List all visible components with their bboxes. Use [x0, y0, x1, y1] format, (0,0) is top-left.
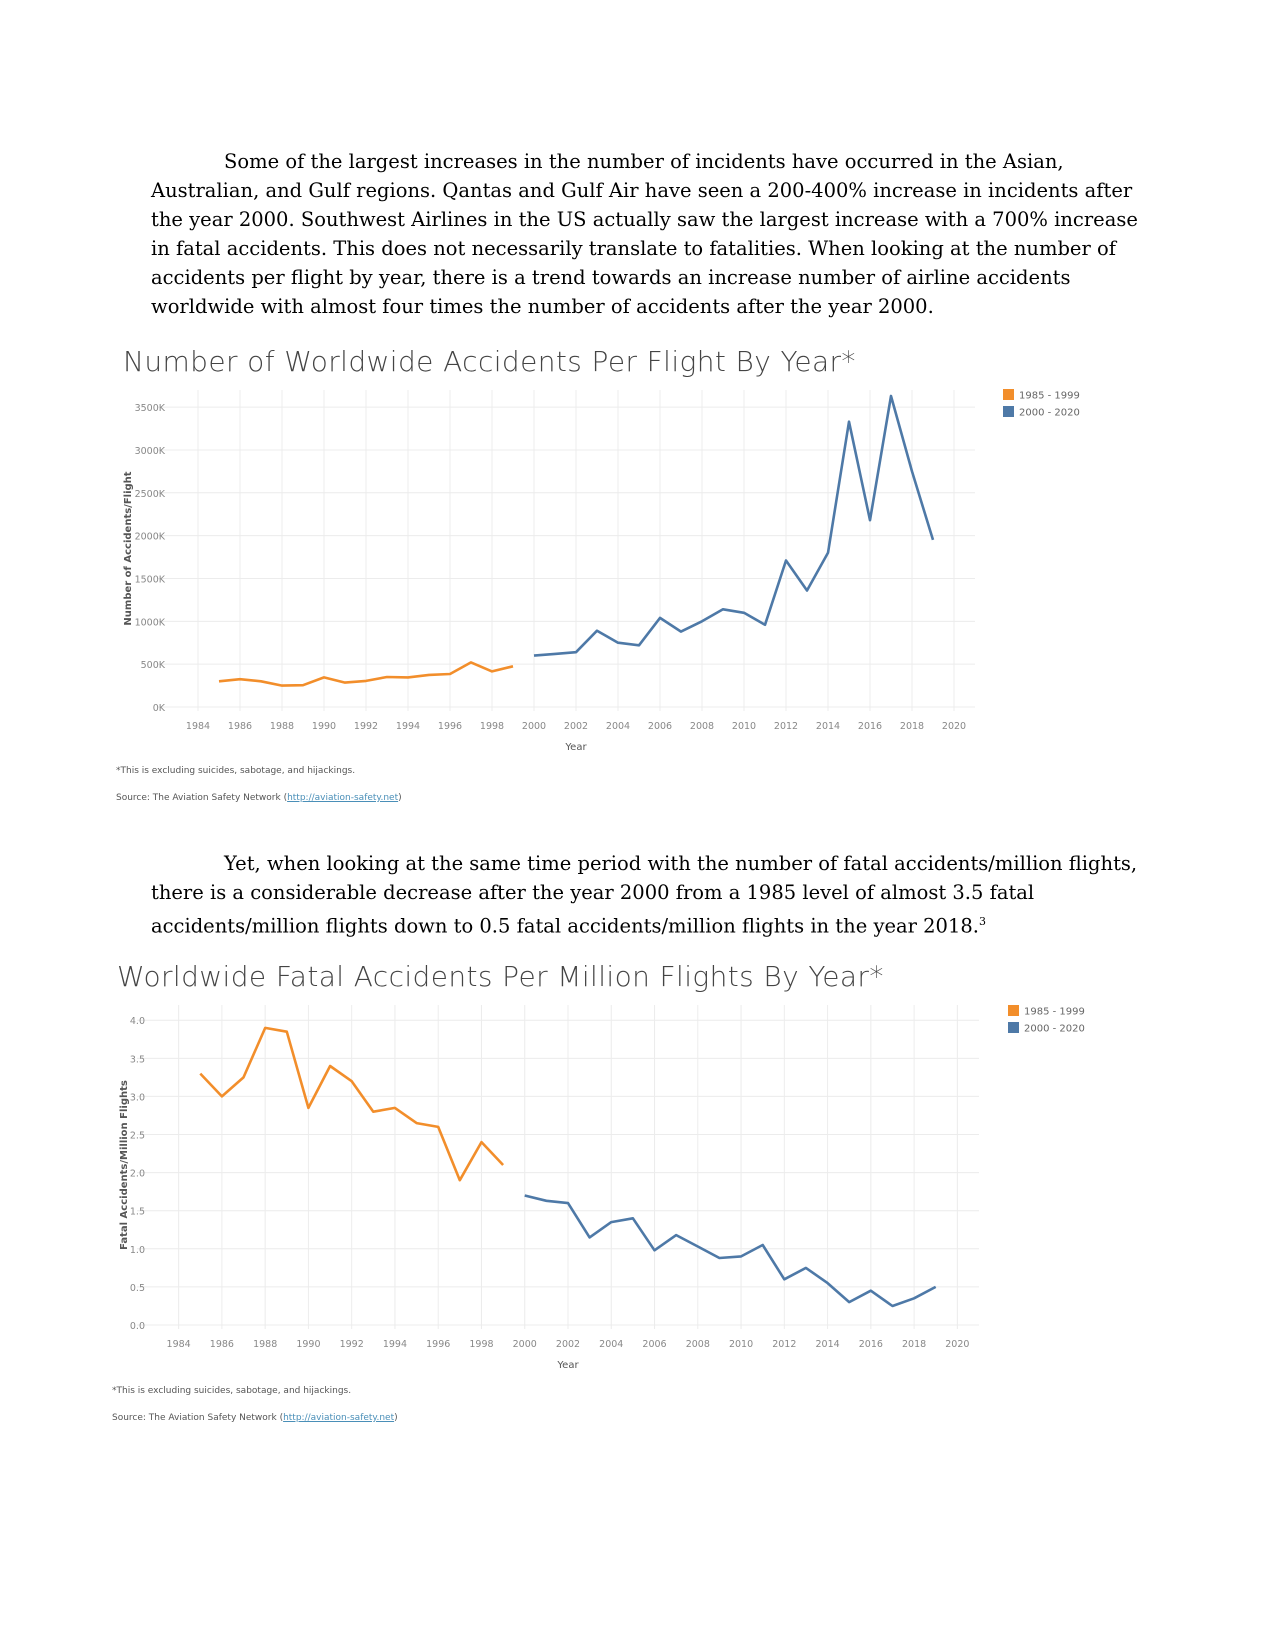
chart-2-y-tick-label: 2.5: [130, 1131, 145, 1142]
chart-1-y-tick-label: 1000K: [135, 617, 166, 628]
chart-2-x-tick-label: 1998: [469, 1339, 493, 1350]
chart-1-x-tick-label: 2000: [522, 721, 546, 732]
chart-1-x-tick-label: 2010: [732, 721, 756, 732]
chart-2-y-tick-label: 1.5: [130, 1207, 145, 1218]
paragraph-2: Yet, when looking at the same time perio…: [151, 849, 1151, 941]
chart-1-legend-swatch-1: [1003, 389, 1014, 400]
chart-2-source-prefix: Source: The Aviation Safety Network (: [112, 1413, 284, 1423]
chart-1-x-tick-label: 2006: [648, 721, 672, 732]
chart-2-x-tick-label: 2010: [729, 1339, 753, 1350]
chart-2-source-link[interactable]: http://aviation-safety.net: [283, 1413, 395, 1423]
chart-1-x-tick-label: 1992: [354, 721, 378, 732]
chart-1-title: Number of Worldwide Accidents Per Flight…: [123, 345, 856, 378]
chart-2-series-2-line: [524, 1194, 937, 1308]
chart-2-x-axis-title: Year: [556, 1360, 579, 1371]
chart-2-y-tick-label: 0.0: [130, 1321, 145, 1332]
chart-2-legend-label-1: 1985 - 1999: [1024, 1007, 1085, 1018]
chart-1-source-suffix: ): [398, 793, 402, 803]
chart-2-y-tick-label: 3.5: [130, 1054, 145, 1065]
chart-1-x-tick-label: 2002: [564, 721, 588, 732]
chart-1-source: Source: The Aviation Safety Network (htt…: [116, 793, 402, 803]
chart-2-x-tick-label: 1994: [383, 1339, 407, 1350]
chart-2-legend-label-2: 2000 - 2020: [1024, 1024, 1085, 1035]
chart-1-source-prefix: Source: The Aviation Safety Network (: [116, 793, 288, 803]
chart-1-legend-label-1: 1985 - 1999: [1019, 391, 1080, 402]
chart-1-y-tick-label: 1500K: [135, 574, 166, 585]
chart-2-x-tick-label: 1990: [296, 1339, 320, 1350]
paragraph-1: Some of the largest increases in the num…: [151, 147, 1151, 321]
paragraph-1-text: Some of the largest increases in the num…: [151, 150, 1138, 318]
chart-2-y-axis-title: Fatal Accidents/Million Flights: [119, 1080, 130, 1250]
chart-2-series-1-line: [199, 1026, 505, 1182]
chart-1-y-tick-label: 0K: [153, 703, 166, 714]
chart-2-x-tick-label: 2004: [599, 1339, 623, 1350]
chart-1-x-tick-label: 2012: [774, 721, 798, 732]
chart-1-y-tick-label: 3000K: [135, 446, 166, 457]
chart-2-x-tick-label: 2006: [642, 1339, 666, 1350]
chart-2-x-tick-label: 2016: [859, 1339, 883, 1350]
chart-2-x-tick-label: 1988: [253, 1339, 277, 1350]
chart-1-x-tick-label: 1986: [228, 721, 252, 732]
chart-1-x-tick-label: 1998: [480, 721, 504, 732]
chart-1-x-tick-label: 2014: [816, 721, 840, 732]
chart-2-y-tick-label: 0.5: [130, 1283, 145, 1294]
chart-1-x-tick-label: 2008: [690, 721, 714, 732]
chart-1-y-tick-label: 2500K: [135, 489, 166, 500]
chart-1-x-axis-title: Year: [564, 742, 587, 753]
chart-2-x-tick-label: 1992: [340, 1339, 364, 1350]
chart-2-x-tick-label: 2020: [945, 1339, 969, 1350]
chart-1-x-tick-label: 2004: [606, 721, 630, 732]
chart-1-x-tick-label: 1984: [186, 721, 210, 732]
chart-2-x-tick-label: 1986: [210, 1339, 234, 1350]
chart-1-y-tick-label: 2000K: [135, 532, 166, 543]
chart-1-legend-label-2: 2000 - 2020: [1019, 408, 1080, 419]
chart-1-source-link[interactable]: http://aviation-safety.net: [287, 793, 399, 803]
chart-2-note: *This is excluding suicides, sabotage, a…: [112, 1386, 352, 1396]
chart-1-x-tick-label: 1988: [270, 721, 294, 732]
chart-2-x-tick-label: 2000: [513, 1339, 537, 1350]
chart-1-y-axis-title: Number of Accidents/Flight: [123, 471, 134, 625]
chart-2-y-tick-label: 1.0: [130, 1245, 145, 1256]
chart-2: 1984 1986 1988 1990 1992 1994 1996 1998 2000 2002…: [119, 1005, 1085, 1371]
chart-2-y-tick-label: 3.0: [130, 1092, 145, 1103]
paragraph-2-text: Yet, when looking at the same time perio…: [151, 852, 1138, 938]
chart-1-y-tick-label: 500K: [141, 660, 166, 671]
chart-1-x-tick-label: 2016: [858, 721, 882, 732]
chart-2-x-tick-label: 2002: [556, 1339, 580, 1350]
chart-2-source: Source: The Aviation Safety Network (htt…: [112, 1413, 398, 1423]
chart-1-x-tick-label: 2020: [942, 721, 966, 732]
chart-2-x-tick-label: 1984: [167, 1339, 191, 1350]
chart-1-note: *This is excluding suicides, sabotage, a…: [116, 766, 356, 776]
chart-1-x-tick-label: 1996: [438, 721, 462, 732]
chart-2-x-tick-label: 2014: [815, 1339, 839, 1350]
chart-1-x-tick-label: 2018: [900, 721, 924, 732]
chart-2-legend-swatch-2: [1008, 1022, 1019, 1033]
chart-2-x-tick-label: 2018: [902, 1339, 926, 1350]
chart-2-y-tick-label: 2.0: [130, 1169, 145, 1180]
chart-1: 1984 1986 1988 1990 1992 1994 1996 1998 2000 2002…: [123, 389, 1080, 753]
footnote-ref: 3: [978, 915, 986, 928]
chart-1-legend-swatch-2: [1003, 406, 1014, 417]
chart-2-legend-swatch-1: [1008, 1005, 1019, 1016]
chart-1-series-2-line: [533, 394, 935, 657]
chart-2-source-suffix: ): [394, 1413, 398, 1423]
chart-1-y-tick-label: 3500K: [135, 403, 166, 414]
chart-2-x-tick-label: 2008: [686, 1339, 710, 1350]
chart-1-series-1-line: [218, 661, 514, 687]
chart-2-x-tick-label: 1996: [426, 1339, 450, 1350]
chart-1-x-tick-label: 1994: [396, 721, 420, 732]
chart-2-y-tick-label: 4.0: [130, 1016, 145, 1027]
chart-2-title: Worldwide Fatal Accidents Per Million Fl…: [117, 960, 884, 993]
chart-1-x-tick-label: 1990: [312, 721, 336, 732]
chart-2-x-tick-label: 2012: [772, 1339, 796, 1350]
